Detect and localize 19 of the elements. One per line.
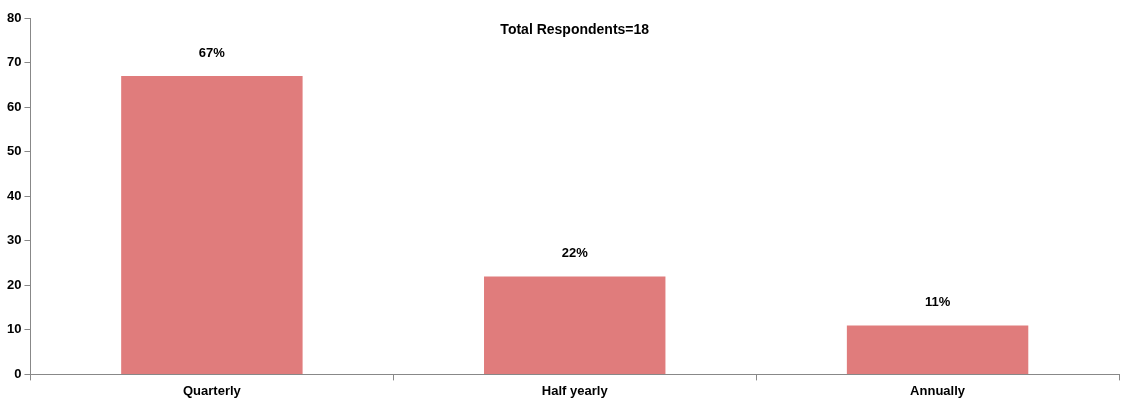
y-tick-label: 20 [6,276,22,292]
y-tick-label: 60 [6,98,22,114]
data-label: 11% [924,294,951,310]
y-tick-label: 10 [6,321,22,337]
x-tick-label: Quarterly [182,382,242,398]
bar [484,276,666,374]
chart-title: Total Respondents=18 [500,20,650,37]
y-tick-label: 30 [6,232,22,248]
y-tick-label: 70 [6,54,22,70]
bar [121,75,303,374]
data-label: 22% [561,245,589,261]
x-tick-label: Half yearly [541,382,609,398]
y-tick-label: 40 [6,187,22,203]
data-label: 67% [198,44,226,60]
x-tick-label: Annually [910,382,966,398]
y-tick-label: 50 [6,143,22,159]
bar [846,325,1029,374]
y-tick-label: 0 [14,365,22,381]
y-tick-label: 80 [6,9,22,25]
